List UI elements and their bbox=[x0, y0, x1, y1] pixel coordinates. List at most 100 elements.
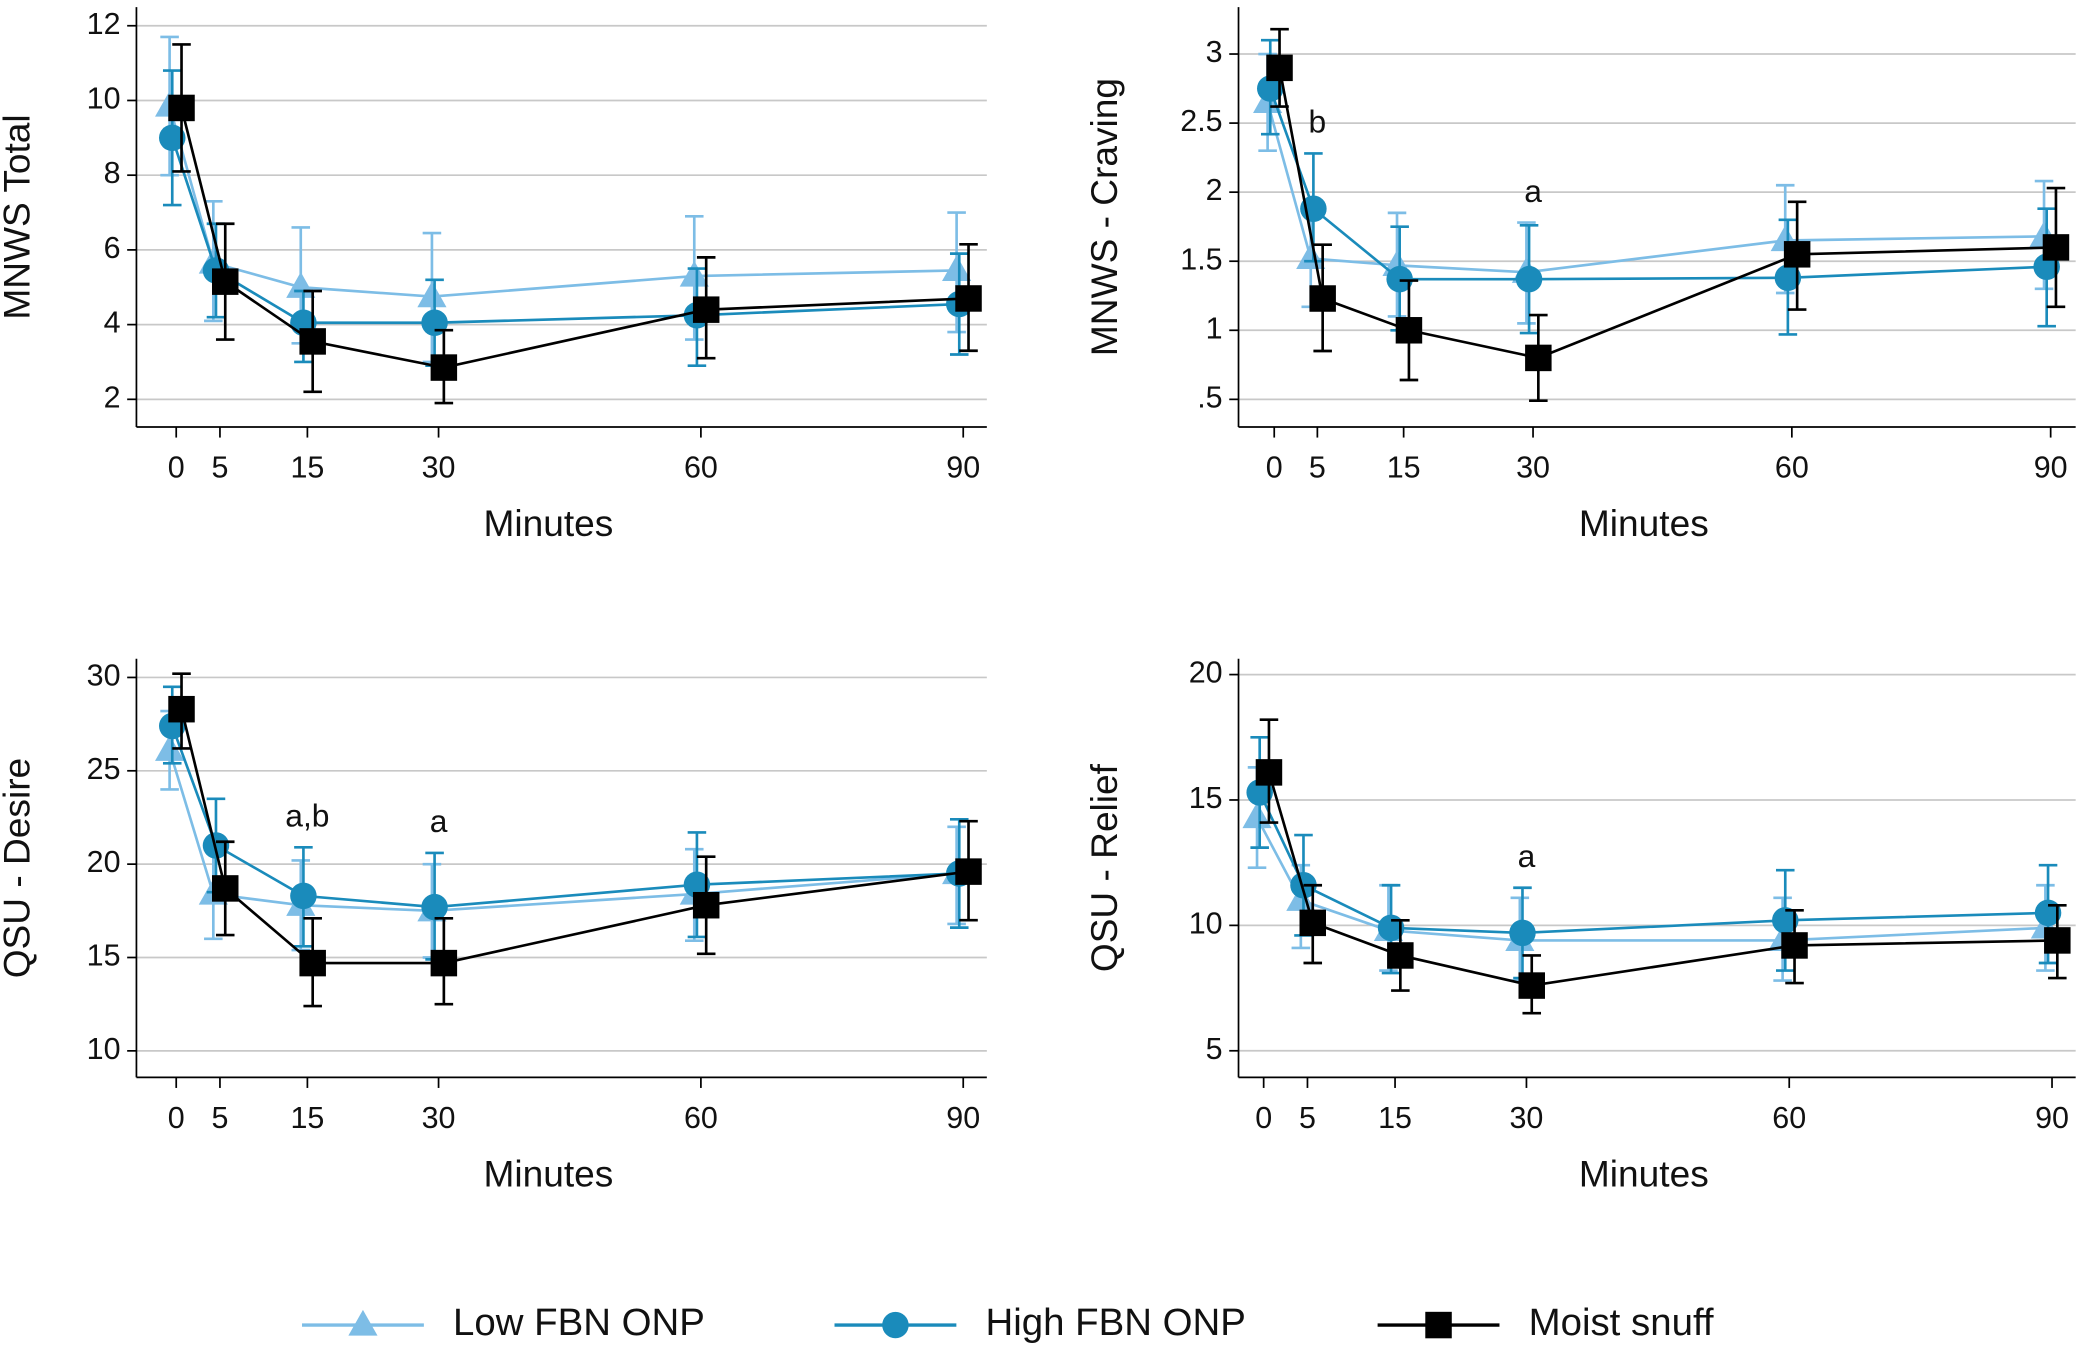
series-line bbox=[180, 107, 969, 369]
legend-marker bbox=[1425, 1311, 1452, 1339]
x-tick-label: 30 bbox=[1516, 450, 1550, 484]
panel: 10 15 20 25 30 05 15 30 60 90 Minutes QSU - Desire a… bbox=[0, 658, 987, 1195]
x-tick-label: 30 bbox=[422, 450, 456, 484]
marker bbox=[168, 94, 195, 122]
x-tick-label: 90 bbox=[946, 1101, 980, 1135]
legend-label: Moist snuff bbox=[1529, 1301, 1714, 1344]
marker bbox=[1266, 54, 1293, 82]
marker bbox=[1781, 932, 1808, 959]
x-tick-label: 5 bbox=[211, 450, 228, 484]
y-tick-label: 10 bbox=[87, 1032, 121, 1066]
marker bbox=[211, 875, 239, 902]
y-tick-label: 1.5 bbox=[1180, 242, 1222, 276]
legend-label: Low FBN ONP bbox=[453, 1301, 705, 1344]
x-tick-label: 5 bbox=[1299, 1101, 1316, 1135]
marker bbox=[2042, 234, 2070, 261]
series-line bbox=[1267, 772, 2058, 987]
marker bbox=[683, 871, 711, 898]
series-line bbox=[168, 749, 957, 913]
y-tick-label: 15 bbox=[1189, 781, 1223, 815]
marker bbox=[421, 893, 448, 921]
marker bbox=[430, 354, 458, 381]
x-tick-label: 0 bbox=[168, 450, 185, 484]
annotation: a bbox=[430, 803, 448, 839]
x-tick-label: 90 bbox=[2035, 1101, 2069, 1135]
marker bbox=[155, 735, 185, 761]
y-tick-label: 12 bbox=[87, 7, 121, 41]
x-axis-title: Minutes bbox=[1579, 1153, 1709, 1195]
marker bbox=[211, 268, 239, 295]
marker bbox=[1525, 344, 1552, 372]
y-tick-label: 30 bbox=[87, 658, 121, 692]
y-tick-label: 2 bbox=[1206, 173, 1223, 207]
series-line bbox=[1266, 102, 2045, 274]
marker bbox=[1386, 265, 1413, 293]
x-tick-label: 0 bbox=[1266, 450, 1283, 484]
annotation: a bbox=[1524, 173, 1542, 209]
y-axis-title: MNWS Total bbox=[0, 114, 38, 319]
marker bbox=[1515, 265, 1543, 293]
x-tick-label: 30 bbox=[1510, 1101, 1544, 1135]
marker bbox=[1255, 759, 1283, 786]
series-line bbox=[170, 137, 960, 325]
marker bbox=[1246, 779, 1273, 806]
x-tick-label: 5 bbox=[211, 1101, 228, 1135]
marker bbox=[1783, 241, 1811, 268]
marker bbox=[417, 281, 447, 308]
x-tick-label: 5 bbox=[1309, 450, 1326, 484]
marker bbox=[692, 296, 720, 323]
marker bbox=[1387, 942, 1414, 969]
x-tick-label: 15 bbox=[1387, 450, 1421, 484]
y-tick-label: 5 bbox=[1206, 1032, 1223, 1066]
x-tick-label: 60 bbox=[1772, 1101, 1806, 1135]
marker bbox=[1257, 75, 1284, 102]
panel: 2 4 6 8 10 12 0 5 15 30 60 90 Minutes MNWS Total bbox=[0, 7, 987, 544]
x-tick-label: 15 bbox=[290, 1101, 324, 1135]
x-axis-title: Minutes bbox=[483, 502, 613, 544]
marker bbox=[1509, 919, 1536, 947]
series-line bbox=[1278, 67, 2056, 360]
y-tick-label: 10 bbox=[87, 82, 121, 116]
marker bbox=[955, 858, 982, 885]
legend-marker bbox=[348, 1309, 378, 1336]
x-tick-label: 60 bbox=[684, 450, 718, 484]
y-tick-label: 6 bbox=[104, 231, 121, 265]
legend-label: High FBN ONP bbox=[986, 1301, 1246, 1344]
y-tick-label: 10 bbox=[1189, 906, 1223, 940]
marker bbox=[290, 882, 317, 910]
y-tick-label: .5 bbox=[1197, 380, 1222, 414]
marker bbox=[299, 328, 326, 355]
marker bbox=[942, 255, 972, 282]
y-axis-title: QSU - Desire bbox=[0, 758, 38, 978]
legend: Low FBN ONP High FBN ONP Moist snuff bbox=[302, 1301, 1714, 1344]
annotation: a bbox=[1518, 838, 1536, 874]
series-line bbox=[1269, 88, 2047, 281]
x-tick-label: 90 bbox=[2034, 450, 2068, 484]
marker bbox=[1309, 285, 1336, 312]
marker bbox=[1299, 909, 1327, 937]
marker bbox=[1772, 907, 1799, 934]
y-tick-label: 15 bbox=[87, 939, 121, 973]
series-line bbox=[180, 708, 969, 965]
x-axis-title: Minutes bbox=[1579, 502, 1709, 544]
legend-marker bbox=[882, 1311, 909, 1339]
x-tick-label: 0 bbox=[1255, 1101, 1272, 1135]
x-tick-label: 90 bbox=[946, 450, 980, 484]
marker bbox=[1518, 972, 1545, 999]
series-line bbox=[1255, 816, 2046, 942]
y-tick-label: 8 bbox=[104, 156, 121, 190]
x-tick-label: 0 bbox=[168, 1101, 185, 1135]
marker bbox=[2044, 927, 2071, 954]
y-tick-label: 4 bbox=[104, 306, 121, 340]
x-tick-label: 30 bbox=[422, 1101, 456, 1135]
y-axis-title: QSU - Relief bbox=[1083, 763, 1125, 972]
annotation: a,b bbox=[285, 798, 329, 834]
marker bbox=[692, 891, 720, 919]
marker bbox=[159, 124, 186, 152]
marker bbox=[299, 949, 326, 977]
y-axis-title: MNWS - Craving bbox=[1083, 78, 1125, 356]
